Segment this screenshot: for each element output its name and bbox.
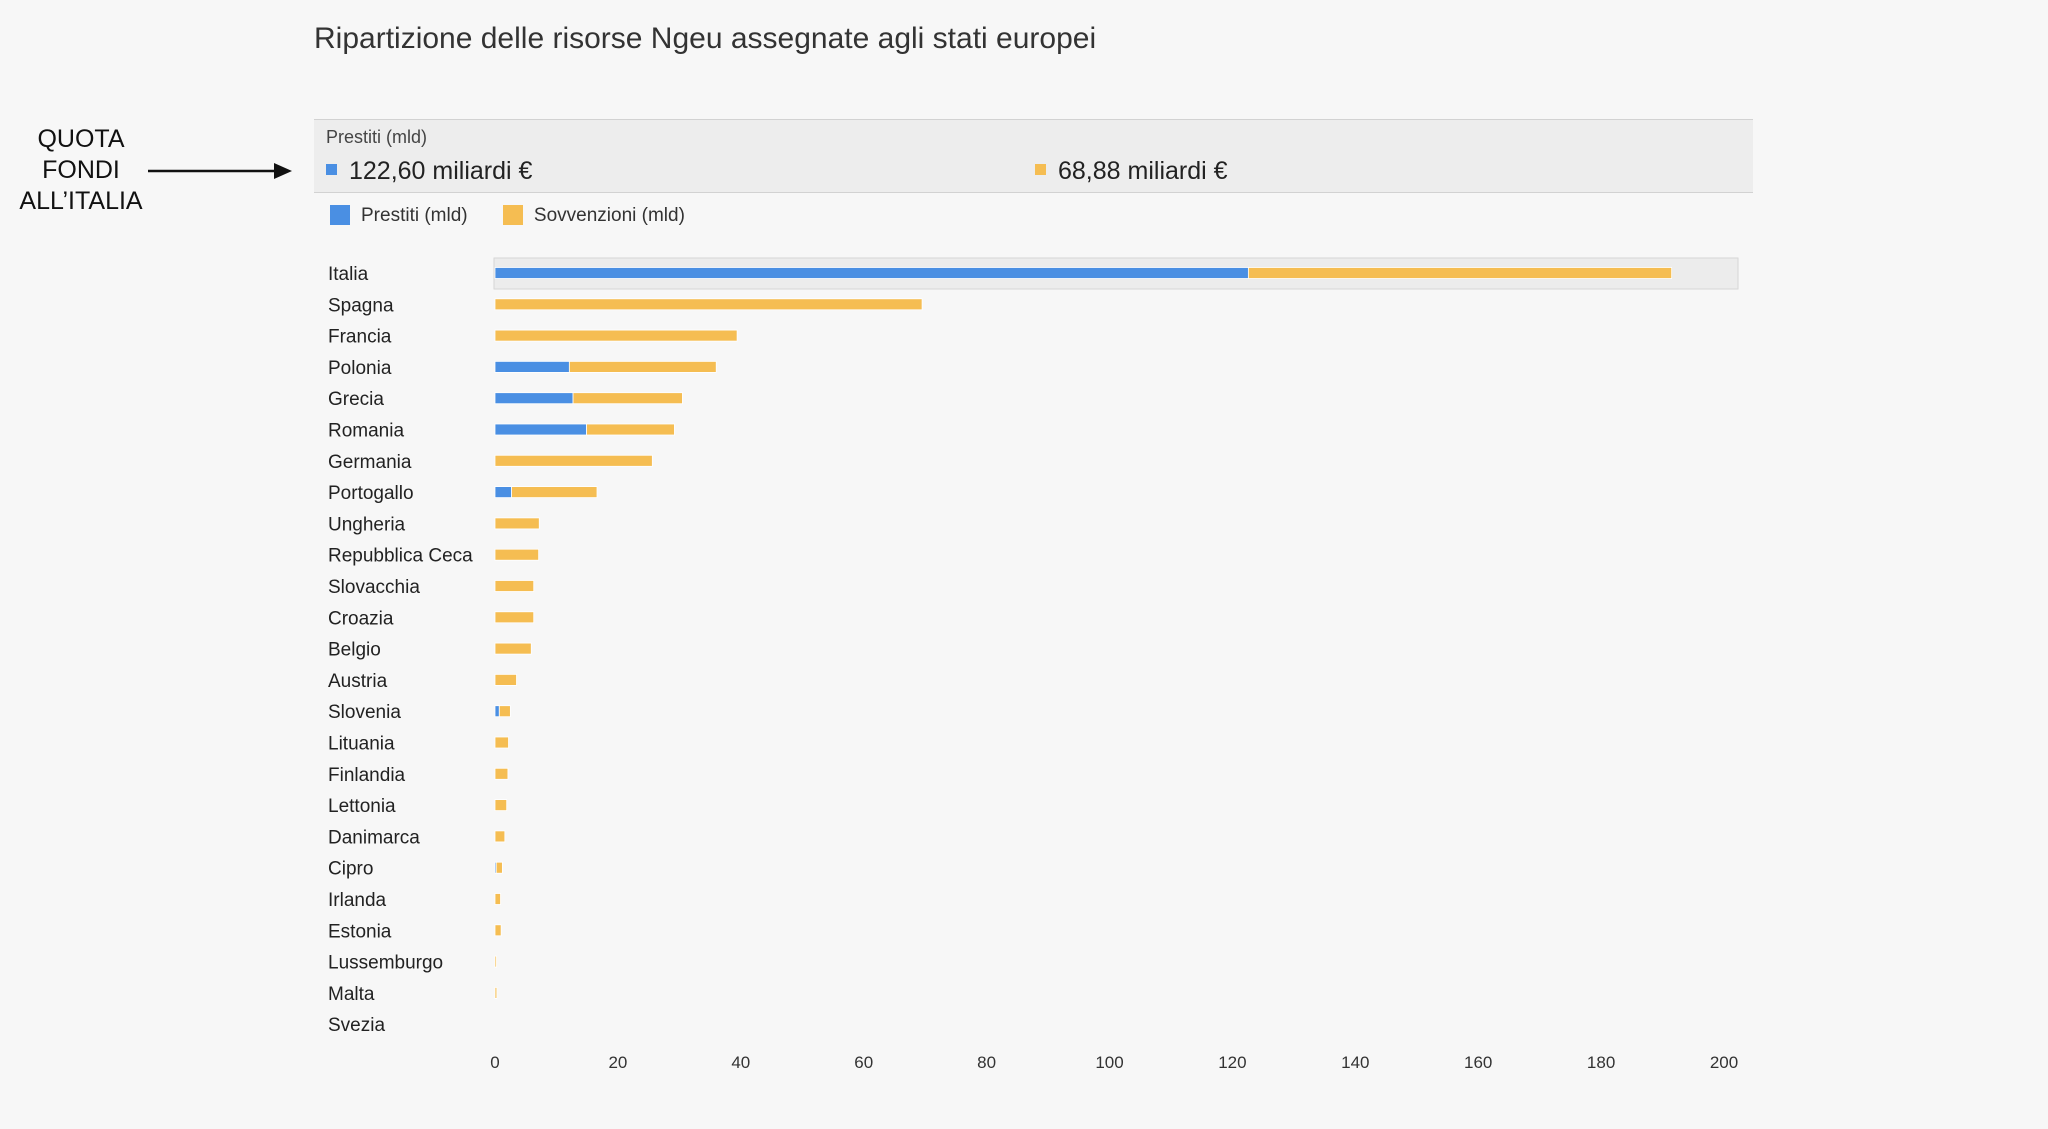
bar-sovvenzioni [494,611,535,624]
bar-sovvenzioni [494,893,501,905]
bar-prestiti [494,360,570,373]
category-label: Finlandia [328,765,406,786]
bar-sovvenzioni [494,517,540,530]
bar-sovvenzioni [1247,267,1673,279]
bar-sovvenzioni [498,705,511,718]
category-label: Spagna [328,295,394,316]
annotation-line-2: FONDI [42,156,120,184]
bar-sovvenzioni [494,298,923,311]
category-label: Malta [328,984,375,1005]
bar-sovvenzioni [494,924,502,937]
prestiti-swatch-icon [326,164,337,175]
bar-prestiti [494,705,500,718]
category-label: Romania [328,421,404,442]
legend-prestiti-swatch-icon [330,205,350,225]
legend-sovvenzioni-swatch-icon [502,205,523,225]
bar-prestiti [494,392,574,405]
italy-share-annotation: QUOTA FONDI ALL’ITALIA [0,124,162,217]
tooltip-prestiti: 122,60 miliardi € [326,157,532,186]
chart-legend: Prestiti (mld) Sovvenzioni (mld) [330,205,715,227]
sovvenzioni-swatch-icon [1035,164,1046,175]
x-tick-label: 120 [1218,1053,1246,1072]
legend-item-prestiti[interactable]: Prestiti (mld) [330,205,468,227]
annotation-arrow-icon [148,163,292,179]
bar-prestiti [494,267,1249,279]
annotation-line-3: ALL’ITALIA [19,187,143,215]
bar-prestiti [494,486,512,499]
x-tick-label: 80 [977,1053,996,1072]
category-label: Lettonia [328,796,396,817]
bar-sovvenzioni [572,392,683,405]
bar-sovvenzioni [494,736,509,749]
x-tick-label: 0 [490,1053,499,1072]
tooltip-header: Prestiti (mld) [326,127,428,147]
annotation-line-1: QUOTA [37,125,125,153]
category-label: Polonia [328,358,392,379]
category-label: Francia [328,327,392,348]
x-tick-label: 20 [608,1053,627,1072]
legend-prestiti-label: Prestiti (mld) [361,205,468,226]
bar-sovvenzioni [494,580,535,592]
bar-sovvenzioni [511,486,598,499]
tooltip-prestiti-value: 122,60 miliardi € [349,157,533,185]
bar-sovvenzioni [494,799,508,811]
tooltip-sovvenzioni: 68,88 miliardi € [1035,157,1228,186]
bar-sovvenzioni [494,454,653,467]
bar-sovvenzioni [568,360,717,373]
category-label: Austria [328,671,388,692]
category-label: Irlanda [328,890,387,911]
bar-sovvenzioni [494,767,509,780]
category-label: Lussemburgo [328,953,443,974]
x-tick-label: 40 [731,1053,750,1072]
bar-sovvenzioni [494,548,540,561]
tooltip-sovvenzioni-value: 68,88 miliardi € [1058,157,1228,185]
category-label: Danimarca [328,827,420,848]
category-label: Belgio [328,640,381,661]
bar-sovvenzioni [494,642,532,655]
category-label: Svezia [328,1015,385,1036]
category-label: Cipro [328,859,373,880]
category-label: Grecia [328,389,384,410]
hover-tooltip: Prestiti (mld) 122,60 miliardi € 68,88 m… [314,119,1753,193]
legend-item-sovvenzioni[interactable]: Sovvenzioni (mld) [502,205,685,227]
bar-sovvenzioni [495,861,503,874]
category-label: Slovenia [328,702,401,723]
x-tick-label: 180 [1587,1053,1615,1072]
x-tick-label: 60 [854,1053,873,1072]
chart-title: Ripartizione delle risorse Ngeu assegnat… [314,22,1097,55]
bar-sovvenzioni [494,674,517,686]
bar-sovvenzioni [494,955,497,968]
x-tick-label: 160 [1464,1053,1492,1072]
category-label: Portogallo [328,483,414,504]
category-label: Repubblica Ceca [328,546,473,567]
x-tick-label: 200 [1710,1053,1738,1072]
category-label: Croazia [328,608,394,629]
category-label: Germania [328,452,412,473]
category-label: Slovacchia [328,577,420,598]
category-label: Lituania [328,734,395,755]
legend-sovvenzioni-label: Sovvenzioni (mld) [533,205,685,226]
bar-sovvenzioni [494,830,506,843]
bar-sovvenzioni [494,987,498,999]
bar-sovvenzioni [494,329,738,342]
x-tick-label: 100 [1095,1053,1123,1072]
bar-sovvenzioni [586,423,675,436]
bar-prestiti [494,423,587,436]
category-label: Italia [328,264,369,285]
category-label: Ungheria [328,514,406,535]
x-tick-label: 140 [1341,1053,1369,1072]
category-label: Estonia [328,921,392,942]
